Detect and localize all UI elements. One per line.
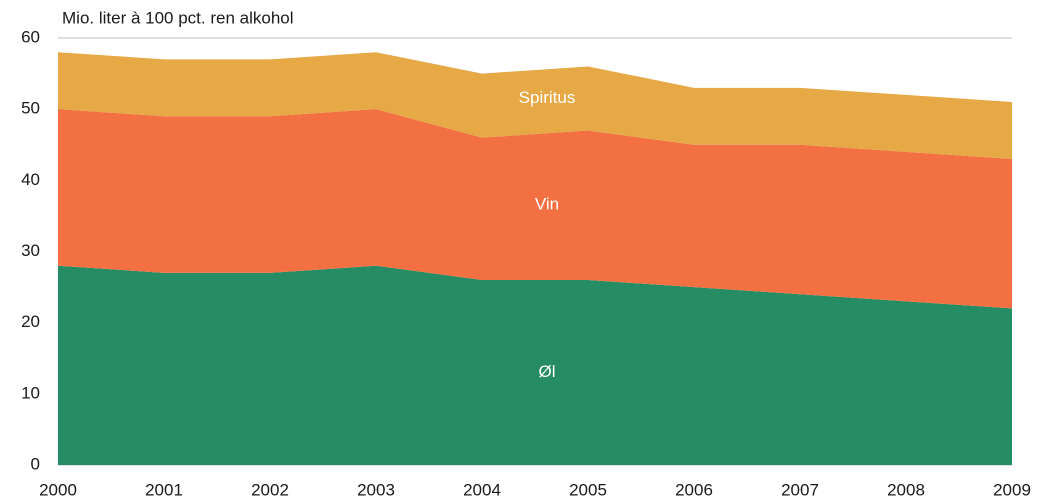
x-tick-label: 2001: [145, 480, 183, 499]
area: [58, 265, 1012, 465]
x-tick-label: 2000: [39, 480, 77, 499]
y-tick-label: 0: [31, 454, 40, 473]
area: [58, 52, 1012, 159]
y-tick-label: 10: [21, 383, 40, 402]
y-tick-label: 40: [21, 170, 40, 189]
x-tick-label: 2003: [357, 480, 395, 499]
y-tick-label: 20: [21, 312, 40, 331]
x-tick-label: 2007: [781, 480, 819, 499]
y-tick-label: 30: [21, 241, 40, 260]
y-axis-label: Mio. liter à 100 pct. ren alkohol: [62, 8, 294, 27]
x-tick-label: 2004: [463, 480, 501, 499]
series-label: Vin: [535, 195, 559, 214]
x-tick-label: 2002: [251, 480, 289, 499]
y-tick-label: 60: [21, 27, 40, 46]
x-tick-label: 2008: [887, 480, 925, 499]
series-label: Spiritus: [519, 88, 576, 107]
y-tick-label: 50: [21, 99, 40, 118]
series-label: Øl: [539, 362, 556, 381]
x-tick-label: 2005: [569, 480, 607, 499]
x-tick-label: 2009: [993, 480, 1031, 499]
x-tick-label: 2006: [675, 480, 713, 499]
area: [58, 109, 1012, 309]
